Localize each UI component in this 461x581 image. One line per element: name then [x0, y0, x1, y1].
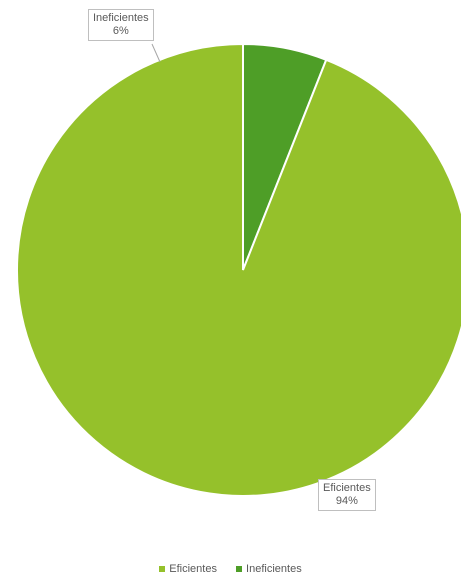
legend-item-ineficientes: Ineficientes	[236, 563, 302, 575]
legend-item-eficientes: Eficientes	[159, 563, 217, 575]
legend: Eficientes Ineficientes	[0, 563, 461, 575]
data-label-eficientes-name: Eficientes	[323, 482, 371, 494]
data-label-ineficientes-value: 6%	[112, 25, 129, 37]
data-label-ineficientes: Ineficientes 6%	[88, 9, 154, 41]
legend-swatch-ineficientes	[236, 566, 243, 573]
pie-slice-eficientes	[16, 42, 461, 497]
legend-label-eficientes: Eficientes	[169, 563, 217, 576]
data-label-ineficientes-name: Ineficientes	[93, 12, 149, 24]
data-label-eficientes-value: 94%	[335, 495, 358, 507]
data-label-eficientes: Eficientes 94%	[318, 479, 376, 511]
leader-line-ineficientes	[151, 43, 161, 63]
legend-swatch-eficientes	[159, 566, 166, 573]
legend-label-ineficientes: Ineficientes	[246, 563, 302, 576]
